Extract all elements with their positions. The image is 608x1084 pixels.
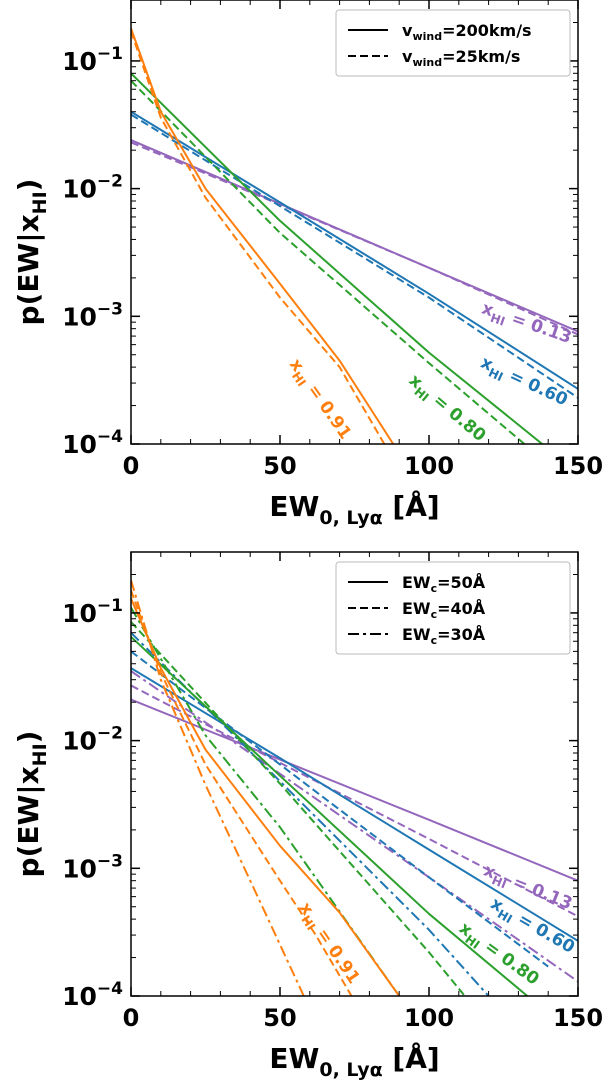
y-tick-label: 10−3 xyxy=(62,299,123,331)
legend-label: EWc=50Å xyxy=(402,573,486,595)
legend-label: vwind=200km/s xyxy=(402,21,532,43)
x-axis-label: EW0, Lyα [Å] xyxy=(269,1041,439,1081)
y-tick-label: 10−4 xyxy=(62,979,123,1011)
curve-label: xHI = 0.13 xyxy=(478,299,574,351)
x-tick-label: 150 xyxy=(553,452,603,480)
series-line xyxy=(131,80,526,444)
series-line xyxy=(131,27,395,444)
y-tick-label: 10−1 xyxy=(62,596,123,628)
series-group xyxy=(131,580,578,996)
curve-label: xHI = 0.80 xyxy=(403,370,490,448)
series-line xyxy=(131,698,578,882)
y-tick-label: 10−4 xyxy=(62,427,123,459)
x-tick-label: 50 xyxy=(263,452,296,480)
x-tick-label: 0 xyxy=(123,452,140,480)
series-line xyxy=(131,667,578,942)
series-line xyxy=(131,670,578,983)
series-line xyxy=(131,607,401,996)
legend: EWc=50Å EWc=40Å EWc=30Å xyxy=(335,561,571,655)
y-tick-label: 10−2 xyxy=(62,172,123,204)
legend: vwind=200km/s vwind=25km/s xyxy=(335,9,571,77)
x-tick-label: 100 xyxy=(404,1004,454,1032)
series-line xyxy=(131,598,401,996)
plot-frame xyxy=(130,551,579,997)
x-tick-label: 0 xyxy=(123,1004,140,1032)
y-tick-label: 10−1 xyxy=(62,44,123,76)
series-line xyxy=(131,72,543,444)
x-tick-label: 100 xyxy=(404,452,454,480)
legend-box xyxy=(335,561,571,655)
legend-box xyxy=(335,9,571,77)
series-line xyxy=(131,110,578,390)
series-line xyxy=(131,141,578,336)
series-group xyxy=(131,27,578,444)
curve-label: xHI = 0.91 xyxy=(292,899,363,989)
legend-label: EWc=40Å xyxy=(402,599,486,621)
series-line xyxy=(131,31,386,444)
series-line xyxy=(131,580,305,996)
legend-label: EWc=30Å xyxy=(402,625,486,647)
legend-label: vwind=25km/s xyxy=(402,47,520,69)
y-axis-label: p(EW|xHI) xyxy=(12,731,51,878)
plot-frame xyxy=(130,0,579,445)
series-line xyxy=(131,590,353,996)
x-tick-label: 50 xyxy=(263,1004,296,1032)
series-line xyxy=(131,650,549,968)
series-line xyxy=(131,621,466,996)
x-axis-label: EW0, Lyα [Å] xyxy=(269,489,439,529)
y-tick-label: 10−2 xyxy=(62,724,123,756)
series-line xyxy=(131,113,578,399)
y-axis-label: p(EW|xHI) xyxy=(12,179,51,326)
series-line xyxy=(131,636,528,996)
y-tick-label: 10−3 xyxy=(62,851,123,883)
x-tick-label: 150 xyxy=(553,1004,603,1032)
